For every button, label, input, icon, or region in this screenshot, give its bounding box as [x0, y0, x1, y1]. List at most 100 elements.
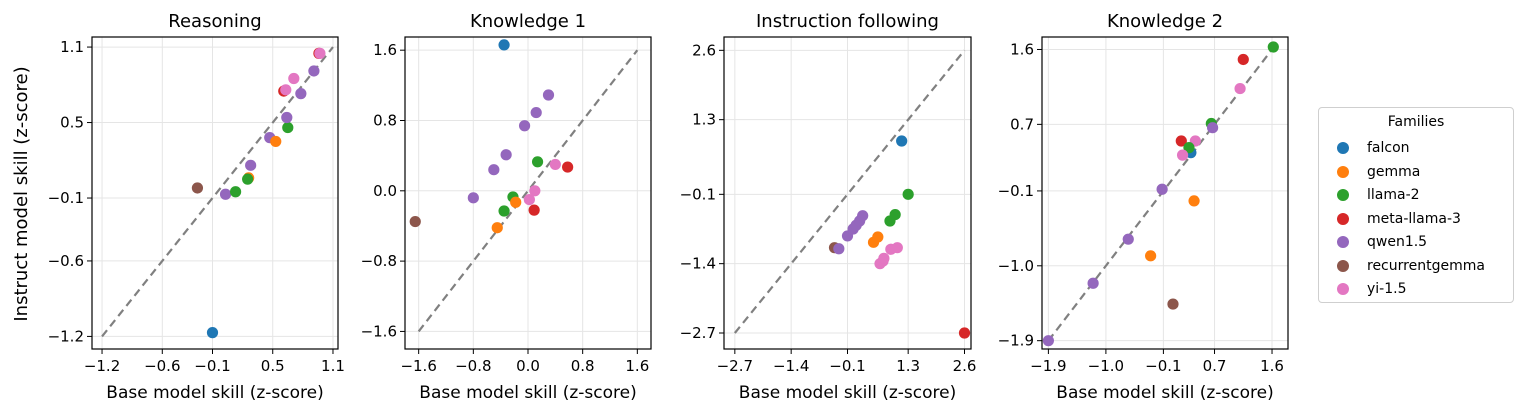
- data-point-rgemma: [409, 215, 421, 228]
- data-point-llama2: [1267, 41, 1279, 53]
- data-point-llama3: [1237, 53, 1249, 66]
- x-tick-label: 0.0: [516, 357, 540, 375]
- y-tick-label: −1.0: [998, 257, 1034, 275]
- data-point-qwen: [542, 89, 555, 101]
- legend-marker: [1337, 165, 1349, 178]
- legend-label: qwen1.5: [1367, 234, 1428, 250]
- data-point-llama2: [498, 205, 510, 217]
- data-point-qwen: [530, 106, 542, 119]
- x-tick-label: 0.5: [261, 357, 285, 375]
- data-point-yi: [280, 84, 292, 96]
- x-tick-label: −1.0: [1088, 357, 1124, 375]
- y-tick-label: 1.6: [373, 41, 397, 59]
- x-tick-label: 1.1: [321, 357, 345, 375]
- legend-item-falcon: falcon: [1337, 138, 1410, 158]
- subplot-3: −2.7 −1.4 −0.1 1.3 2.6 2.6 1.3 −0.1 −1.4 −2.7 Inst…: [680, 11, 977, 403]
- legend-marker: [1337, 142, 1349, 154]
- data-point-yi: [288, 72, 300, 85]
- data-point-llama2: [282, 121, 294, 134]
- shared-ylabel: Instruct model skill (z-score): [11, 66, 32, 321]
- data-point-llama2: [889, 209, 901, 221]
- y-tick-label: 0.7: [1010, 115, 1034, 133]
- y-tick-label: 1.3: [692, 111, 716, 129]
- y-tick-label: −1.9: [998, 332, 1034, 350]
- y-tick-label: −0.1: [48, 189, 84, 207]
- legend-label: recurrentgemma: [1367, 257, 1485, 274]
- data-point-rgemma: [1167, 298, 1179, 310]
- legend-item-yi: yi-1.5: [1337, 279, 1407, 299]
- legend-item-rgemma: recurrentgemma: [1337, 256, 1485, 276]
- legend-marker: [1337, 236, 1349, 248]
- data-point-qwen: [295, 88, 307, 100]
- data-point-qwen: [308, 65, 320, 77]
- data-point-qwen: [219, 188, 232, 200]
- data-point-llama3: [528, 204, 540, 216]
- data-point-gemma: [1145, 250, 1157, 262]
- data-point-falcon: [896, 135, 908, 147]
- plot-frame: [91, 36, 339, 350]
- y-tick-label: −1.4: [680, 255, 716, 273]
- data-point-qwen: [467, 192, 479, 204]
- subplot-1: −1.2 −0.6 −0.1 0.5 1.1 1.1 0.5 −0.1 −0.6 −1.2 Reas…: [48, 11, 345, 403]
- y-tick-label: 1.6: [1010, 40, 1034, 58]
- data-point-llama3: [1175, 135, 1187, 147]
- data-point-yi: [878, 252, 890, 264]
- legend-label: yi-1.5: [1367, 281, 1407, 297]
- diagonal-reference-line: [733, 49, 966, 334]
- subplot-title: Knowledge 1: [470, 11, 586, 32]
- y-tick-label: −0.8: [361, 252, 397, 270]
- y-tick-label: 0.5: [60, 114, 84, 132]
- subplot-title: Reasoning: [168, 11, 261, 32]
- subplot-title: Instruction following: [756, 11, 939, 32]
- y-tick-label: −0.1: [998, 182, 1034, 200]
- data-point-llama2: [242, 173, 254, 185]
- x-tick-label: −0.1: [1145, 357, 1181, 375]
- diagonal-reference-line: [101, 46, 334, 338]
- data-point-qwen: [281, 111, 293, 124]
- y-tick-label: 1.1: [60, 38, 84, 56]
- x-tick-label: −1.4: [773, 357, 809, 375]
- data-point-falcon: [498, 39, 510, 51]
- legend-marker: [1337, 212, 1349, 225]
- legend-marker: [1337, 259, 1349, 272]
- plot-frame: [1041, 36, 1289, 350]
- data-point-qwen: [488, 164, 500, 176]
- legend-item-qwen: qwen1.5: [1337, 232, 1427, 252]
- data-point-llama2: [1183, 142, 1195, 154]
- subplot-2: −1.6 −0.8 0.0 0.8 1.6 1.6 0.8 0.0 −0.8 −1.6 Knowle…: [361, 11, 652, 403]
- data-point-qwen: [245, 159, 257, 171]
- x-tick-label: −0.1: [829, 357, 865, 375]
- y-tick-label: −0.1: [680, 185, 716, 203]
- data-point-qwen: [1087, 277, 1099, 289]
- data-point-yi: [523, 193, 535, 206]
- data-point-qwen: [1156, 183, 1168, 195]
- data-point-llama3: [958, 327, 971, 339]
- legend-marker: [1337, 283, 1349, 295]
- data-point-qwen: [1207, 122, 1219, 134]
- data-point-rgemma: [191, 182, 204, 194]
- y-tick-label: 2.6: [692, 41, 716, 59]
- data-point-gemma: [510, 196, 522, 208]
- legend-label: gemma: [1367, 163, 1421, 180]
- x-tick-label: −1.2: [84, 357, 120, 375]
- data-point-yi: [1176, 149, 1189, 161]
- x-tick-label: −0.6: [144, 357, 180, 375]
- x-tick-label: 0.8: [571, 357, 595, 375]
- legend-label: meta-llama-3: [1367, 210, 1461, 227]
- x-tick-label: −1.9: [1030, 357, 1066, 375]
- data-point-gemma: [872, 231, 884, 243]
- x-tick-label: 1.3: [896, 357, 920, 375]
- legend: Families falcon gemma llama-2 meta-llama-3 q…: [1318, 107, 1514, 303]
- data-point-falcon: [206, 327, 219, 339]
- data-point-qwen: [1042, 335, 1054, 347]
- y-tick-label: −0.6: [48, 252, 84, 270]
- x-axis-label: Base model skill (z-score): [1056, 383, 1273, 403]
- data-point-qwen: [500, 149, 512, 161]
- legend-label: llama-2: [1367, 187, 1420, 203]
- data-point-llama2: [902, 188, 914, 200]
- data-point-qwen: [833, 243, 845, 255]
- subplot-title: Knowledge 2: [1107, 11, 1223, 32]
- data-point-gemma: [1188, 195, 1200, 207]
- x-axis-label: Base model skill (z-score): [739, 383, 956, 403]
- x-tick-label: −1.6: [400, 357, 436, 375]
